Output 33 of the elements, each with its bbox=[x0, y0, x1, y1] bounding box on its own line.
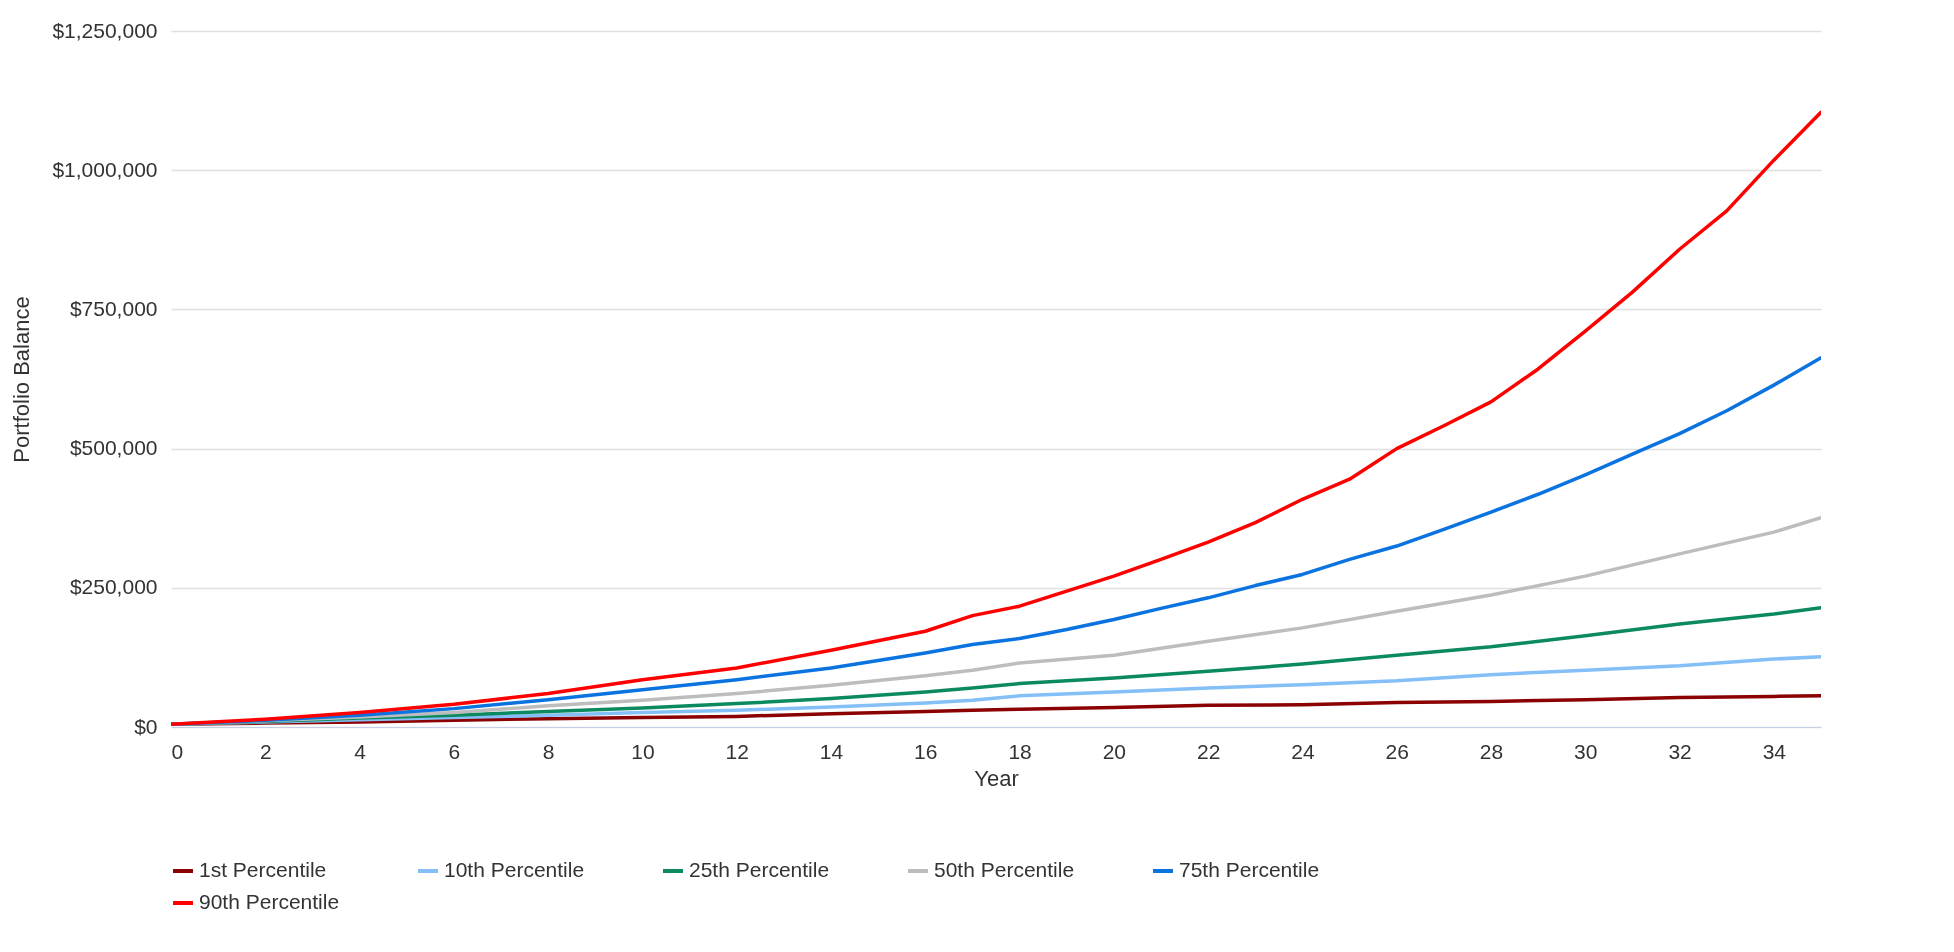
x-tick-label: 26 bbox=[1385, 739, 1409, 763]
x-tick-label: 2 bbox=[259, 739, 272, 763]
x-tick-label: 8 bbox=[542, 739, 555, 763]
y-tick-label: $500,000 bbox=[69, 436, 158, 460]
x-tick-label: 10 bbox=[631, 739, 655, 763]
x-tick-label: 12 bbox=[725, 739, 749, 763]
x-tick-label: 32 bbox=[1668, 739, 1692, 763]
x-tick-label: 20 bbox=[1102, 739, 1127, 763]
x-axis-title: Year bbox=[974, 765, 1019, 791]
legend-label: 25th Percentile bbox=[689, 858, 830, 881]
x-tick-label: 14 bbox=[819, 739, 844, 763]
x-tick-label: 24 bbox=[1291, 739, 1315, 763]
y-tick-label: $750,000 bbox=[69, 296, 158, 320]
y-tick-label: $1,250,000 bbox=[52, 18, 158, 42]
y-tick-label: $0 bbox=[134, 714, 158, 738]
y-axis-title: Portfolio Balance bbox=[9, 296, 35, 463]
legend-label: 1st Percentile bbox=[199, 858, 327, 881]
x-tick-label: 22 bbox=[1196, 739, 1221, 763]
y-tick-label: $250,000 bbox=[69, 575, 158, 599]
x-tick-label: 30 bbox=[1574, 739, 1598, 763]
line-series bbox=[171, 110, 1821, 726]
y-tick-label: $1,000,000 bbox=[52, 157, 158, 181]
x-tick-label: 16 bbox=[914, 739, 938, 763]
legend-label: 50th Percentile bbox=[934, 858, 1075, 881]
x-tick-label: 4 bbox=[354, 739, 367, 763]
x-tick-label: 34 bbox=[1762, 739, 1787, 763]
legend-label: 75th Percentile bbox=[1179, 858, 1320, 881]
x-tick-label: 6 bbox=[448, 739, 461, 763]
legend-label: 10th Percentile bbox=[444, 858, 585, 881]
x-tick-label: 0 bbox=[171, 739, 184, 763]
legend-label: 90th Percentile bbox=[199, 890, 340, 913]
x-tick-label: 28 bbox=[1479, 739, 1504, 763]
x-tick-label: 18 bbox=[1008, 739, 1032, 763]
